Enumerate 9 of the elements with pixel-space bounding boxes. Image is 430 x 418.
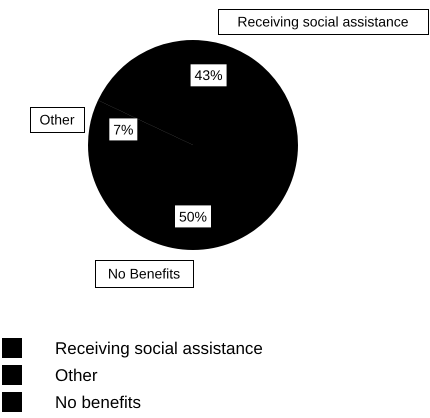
legend-label: Receiving social assistance (55, 338, 263, 358)
legend-label: Other (55, 366, 98, 385)
text: No Benefits (108, 265, 180, 282)
legend-label: No benefits (55, 392, 141, 412)
text: Other (39, 111, 75, 128)
data-label: 50% (178, 208, 208, 224)
data-label: 7% (113, 121, 134, 138)
text: Receiving social assistance (237, 13, 409, 30)
data-label: 43% (194, 67, 223, 84)
